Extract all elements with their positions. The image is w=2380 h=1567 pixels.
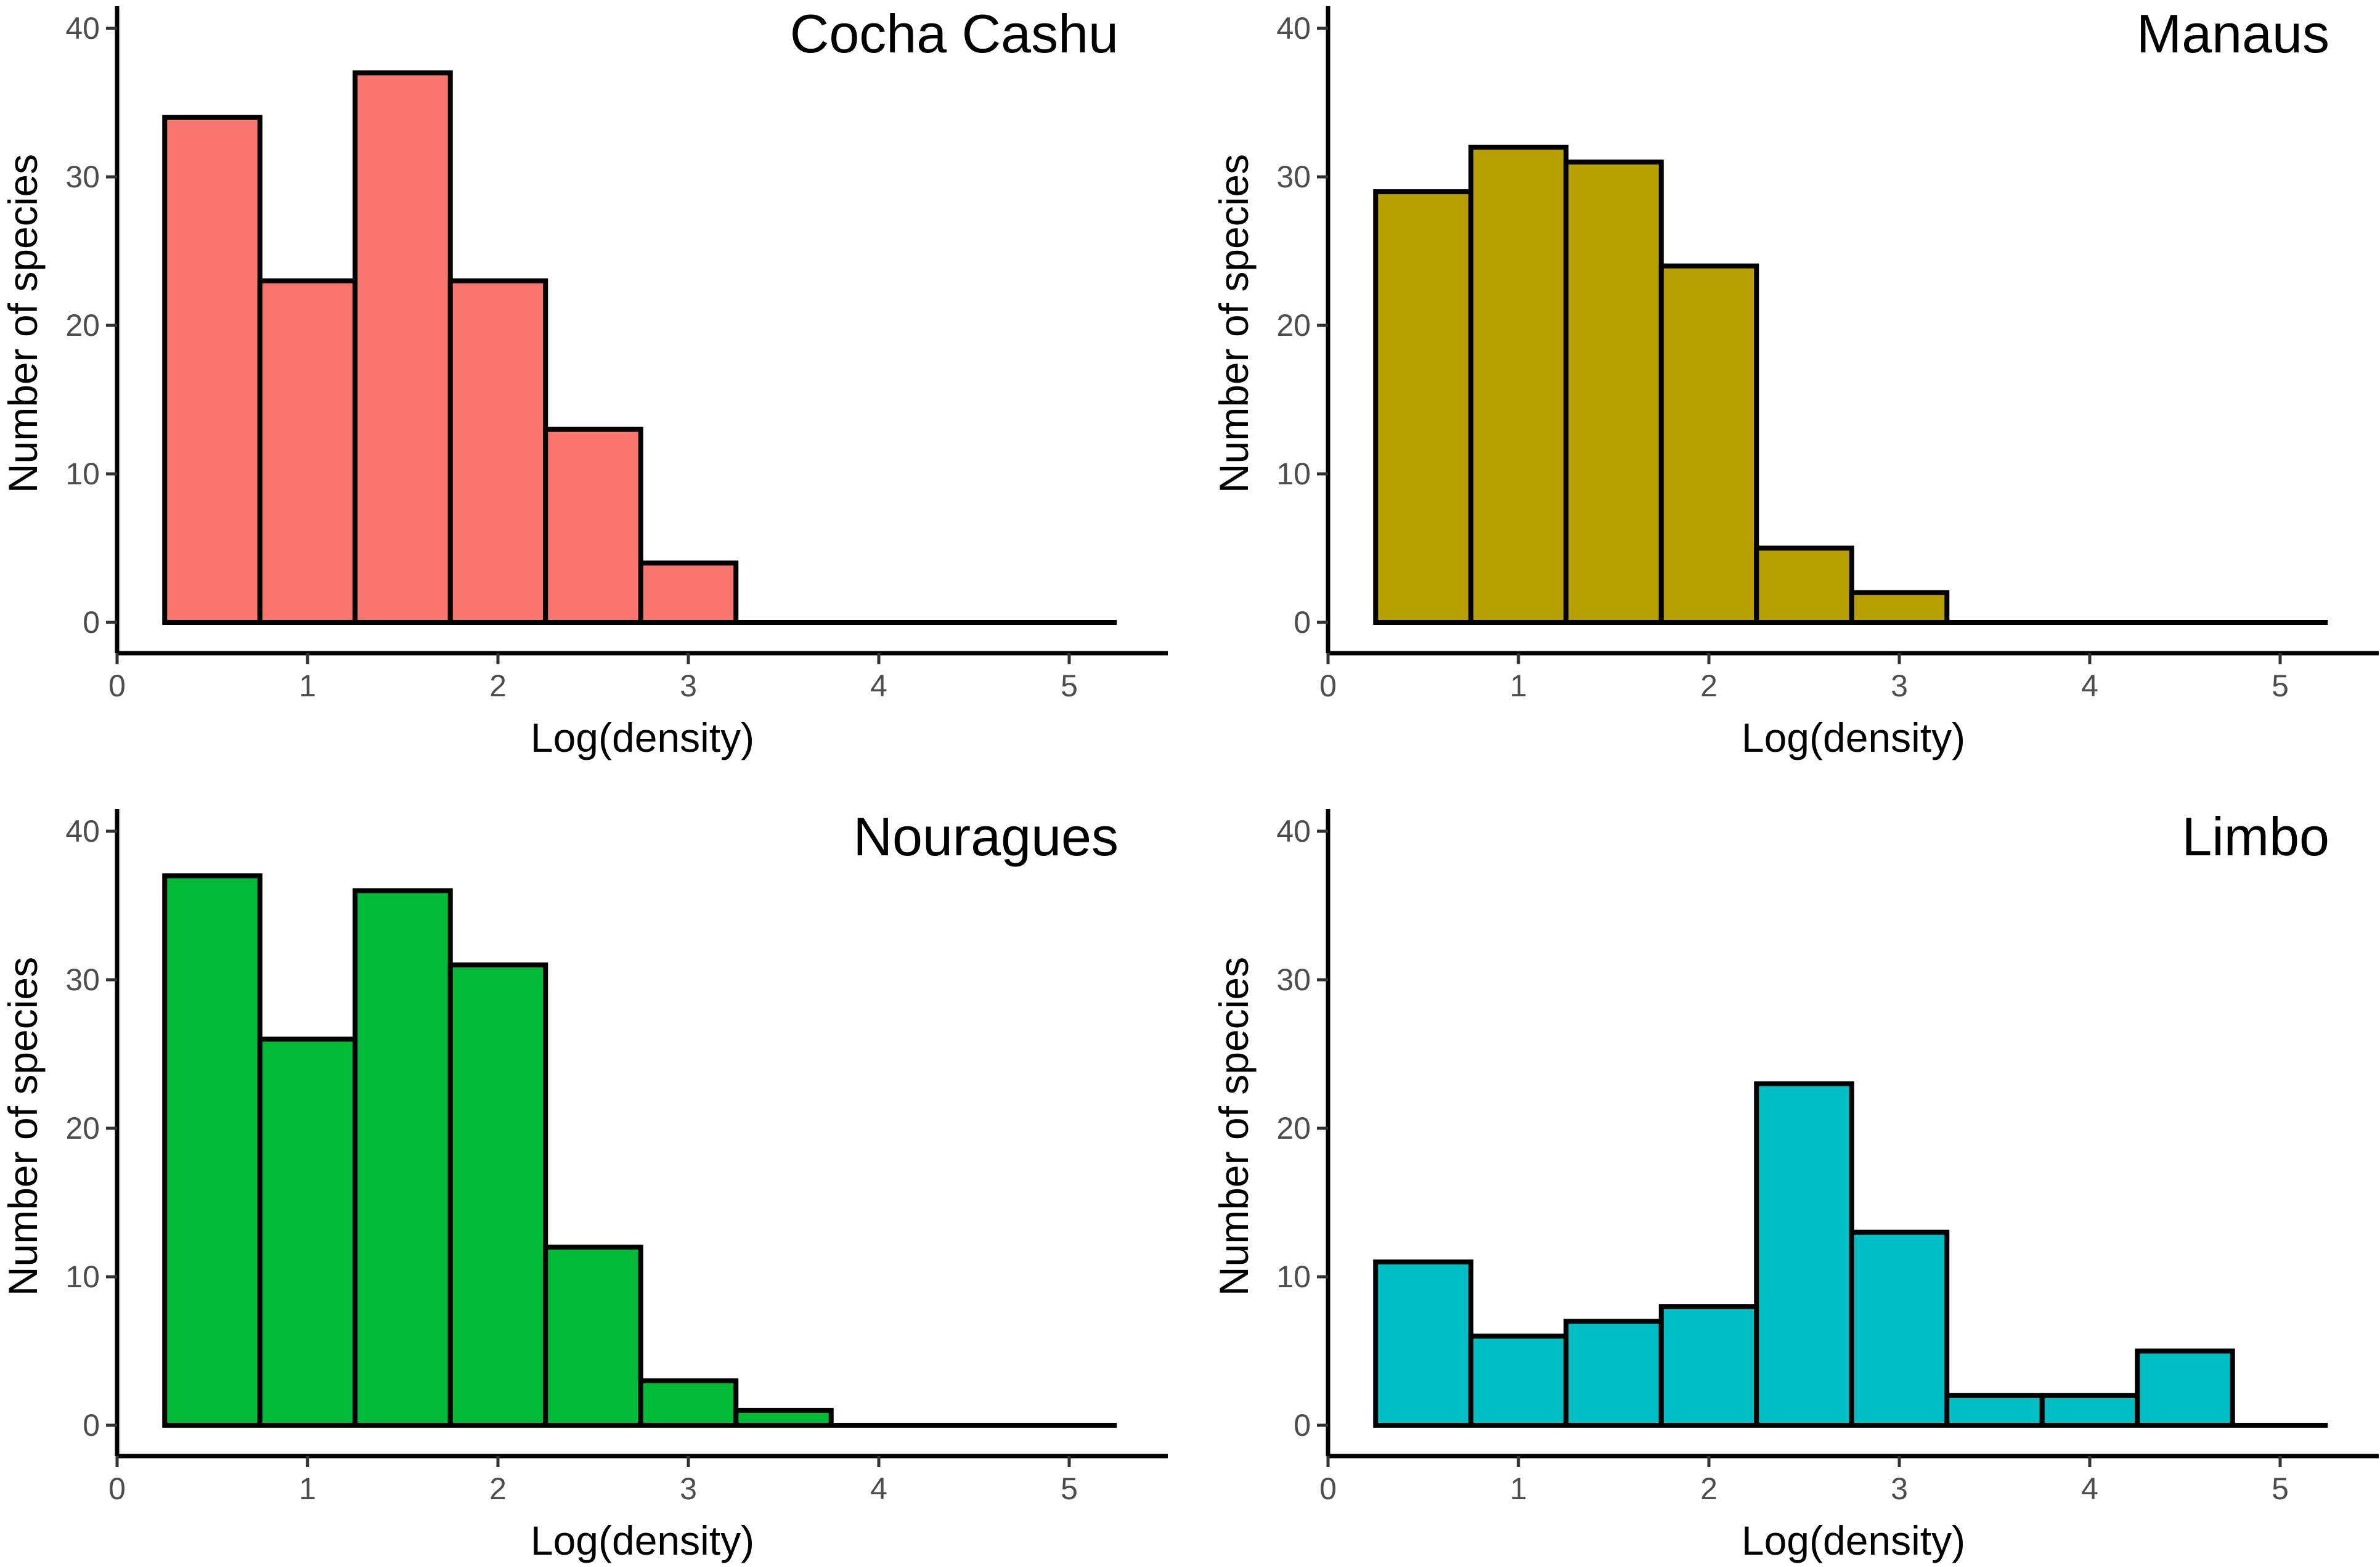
bar-manaus-bin-4 <box>1754 545 1854 625</box>
x-tick-label-manaus-0: 0 <box>1319 669 1337 703</box>
x-tick-label-nouragues-5: 5 <box>1061 1471 1078 1506</box>
bar-nouragues-bin-2 <box>353 888 453 1428</box>
x-tick-label-limbo-0: 0 <box>1319 1471 1337 1506</box>
panel-manaus: 0 10 20 30 40 0 1 2 3 4 5 Log(density) Number of spe… <box>1211 3 2379 760</box>
x-axis-title-nouragues: Log(density) <box>531 1518 754 1563</box>
x-tick-label-limbo-3: 3 <box>1891 1471 1908 1506</box>
y-tick-label-manaus-0: 0 <box>1294 605 1311 640</box>
x-tick-label-nouragues-3: 3 <box>680 1471 697 1506</box>
bar-limbo-bin-0 <box>1373 1259 1473 1428</box>
x-tick-label-manaus-4: 4 <box>2081 669 2098 703</box>
bar-manaus-bin-5 <box>1849 590 1950 625</box>
x-tick-label-nouragues-4: 4 <box>870 1471 887 1506</box>
bar-cocha-cashu-bin-2 <box>353 70 453 625</box>
bar-limbo-bin-5 <box>1849 1229 1950 1428</box>
x-tick-label-limbo-4: 4 <box>2081 1471 2098 1506</box>
y-axis-title-manaus: Number of species <box>1211 154 1257 493</box>
y-tick-label-limbo-1: 10 <box>1276 1260 1311 1294</box>
y-tick-label-nouragues-0: 0 <box>83 1408 100 1443</box>
bar-nouragues-bin-5 <box>638 1378 739 1428</box>
bar-nouragues-bin-4 <box>543 1244 643 1428</box>
y-tick-label-manaus-4: 40 <box>1276 11 1311 46</box>
x-tick-label-cocha-cashu-4: 4 <box>870 669 887 703</box>
x-tick-label-nouragues-1: 1 <box>299 1471 316 1506</box>
x-tick-label-manaus-1: 1 <box>1510 669 1527 703</box>
y-tick-label-limbo-0: 0 <box>1294 1408 1311 1443</box>
y-tick-label-cocha-cashu-3: 30 <box>65 160 100 194</box>
y-tick-label-nouragues-4: 40 <box>65 814 100 849</box>
bar-cocha-cashu-bin-3 <box>447 278 548 625</box>
y-tick-label-nouragues-1: 10 <box>65 1260 100 1294</box>
bar-cocha-cashu-bin-0 <box>162 115 263 625</box>
x-tick-label-cocha-cashu-5: 5 <box>1061 669 1078 703</box>
bar-limbo-bin-7 <box>2039 1393 2140 1428</box>
x-axis-title-manaus: Log(density) <box>1742 715 1965 760</box>
bar-limbo-bin-4 <box>1754 1081 1854 1428</box>
panel-title-cocha-cashu: Cocha Cashu <box>790 3 1119 64</box>
y-tick-label-cocha-cashu-0: 0 <box>83 605 100 640</box>
bar-manaus-bin-2 <box>1563 159 1664 625</box>
x-tick-label-cocha-cashu-1: 1 <box>299 669 316 703</box>
bar-limbo-bin-6 <box>1944 1393 2045 1428</box>
x-tick-label-manaus-3: 3 <box>1891 669 1908 703</box>
panel-nouragues: 0 10 20 30 40 0 1 2 3 4 5 Log(density) Number of spe… <box>0 806 1168 1563</box>
bar-cocha-cashu-bin-5 <box>638 560 739 625</box>
x-tick-label-cocha-cashu-2: 2 <box>489 669 507 703</box>
y-tick-label-manaus-3: 30 <box>1276 160 1311 194</box>
y-tick-label-cocha-cashu-2: 20 <box>65 308 100 343</box>
bar-manaus-bin-3 <box>1658 263 1759 625</box>
x-tick-label-limbo-2: 2 <box>1700 1471 1718 1506</box>
panel-title-nouragues: Nouragues <box>853 806 1119 867</box>
x-axis-title-limbo: Log(density) <box>1742 1518 1965 1563</box>
x-tick-label-manaus-2: 2 <box>1700 669 1718 703</box>
bar-cocha-cashu-bin-1 <box>257 278 358 625</box>
x-tick-label-cocha-cashu-3: 3 <box>680 669 697 703</box>
x-tick-label-limbo-1: 1 <box>1510 1471 1527 1506</box>
y-tick-label-nouragues-2: 20 <box>65 1111 100 1146</box>
y-axis-title-cocha-cashu: Number of species <box>0 154 46 493</box>
y-tick-label-limbo-3: 30 <box>1276 963 1311 997</box>
y-tick-label-limbo-2: 20 <box>1276 1111 1311 1146</box>
bar-nouragues-bin-3 <box>447 962 548 1428</box>
x-tick-label-manaus-5: 5 <box>2272 669 2289 703</box>
panel-title-manaus: Manaus <box>2137 3 2329 64</box>
bar-nouragues-bin-1 <box>257 1036 358 1428</box>
bar-manaus-bin-1 <box>1468 144 1569 625</box>
x-tick-label-limbo-5: 5 <box>2272 1471 2289 1506</box>
x-tick-label-nouragues-0: 0 <box>108 1471 126 1506</box>
bar-cocha-cashu-bin-4 <box>543 426 643 625</box>
panel-cocha-cashu: 0 10 20 30 40 0 1 2 3 4 5 Log(density) Number of spe… <box>0 3 1168 760</box>
panel-title-limbo: Limbo <box>2182 806 2329 867</box>
bar-limbo-bin-1 <box>1468 1333 1569 1428</box>
y-axis-title-nouragues: Number of species <box>0 957 46 1296</box>
y-tick-label-cocha-cashu-1: 10 <box>65 457 100 491</box>
x-tick-label-cocha-cashu-0: 0 <box>108 669 126 703</box>
bar-limbo-bin-8 <box>2135 1348 2235 1428</box>
panel-limbo: 0 10 20 30 40 0 1 2 3 4 5 Log(density) Number of spe… <box>1211 806 2379 1563</box>
y-tick-label-manaus-1: 10 <box>1276 457 1311 491</box>
y-axis-title-limbo: Number of species <box>1211 957 1257 1296</box>
x-axis-title-cocha-cashu: Log(density) <box>531 715 754 760</box>
y-tick-label-cocha-cashu-4: 40 <box>65 11 100 46</box>
y-tick-label-nouragues-3: 30 <box>65 963 100 997</box>
bar-limbo-bin-3 <box>1658 1304 1759 1428</box>
x-tick-label-nouragues-2: 2 <box>489 1471 507 1506</box>
y-tick-label-manaus-2: 20 <box>1276 308 1311 343</box>
bar-nouragues-bin-0 <box>162 873 263 1428</box>
y-tick-label-limbo-4: 40 <box>1276 814 1311 849</box>
bar-limbo-bin-2 <box>1563 1319 1664 1428</box>
bar-manaus-bin-0 <box>1373 189 1473 625</box>
